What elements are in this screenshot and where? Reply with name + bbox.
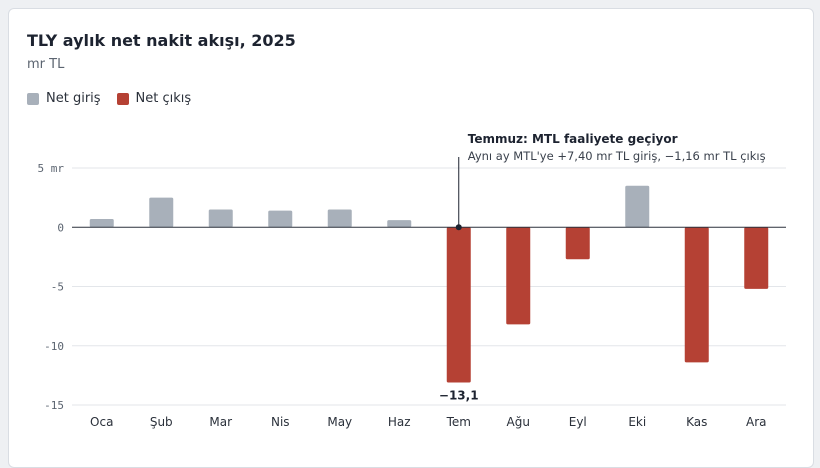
x-tick-label: Tem: [446, 415, 471, 429]
bar-chart: 5 mr 0 -5 -10 -15 Oca Şub Mar Nis May Haz Tem Ağu Eyl…: [38, 132, 786, 429]
chart-title: TLY aylık net nakit akışı, 2025: [27, 31, 296, 50]
annotation-marker: [455, 224, 462, 231]
legend-swatch-net-giris: [27, 92, 39, 105]
bar: [506, 227, 531, 325]
x-tick-label: Nis: [271, 415, 290, 429]
bar: [208, 209, 233, 228]
bar: [268, 210, 293, 228]
legend-item-net-cikis: Net çıkış: [116, 91, 192, 106]
x-tick-label: Eyl: [569, 415, 587, 429]
bar: [684, 227, 709, 363]
bar: [89, 218, 114, 228]
bar: [625, 185, 650, 228]
x-tick-label: Mar: [209, 415, 232, 429]
bar: [327, 209, 352, 228]
x-tick-label: Kas: [686, 415, 707, 429]
x-tick-label: Şub: [150, 415, 173, 429]
x-tick-label: May: [327, 415, 352, 429]
legend-item-net-giris: Net giriş: [27, 91, 101, 106]
bar: [565, 227, 590, 260]
bar: [446, 227, 471, 383]
x-tick-label: Ağu: [507, 415, 530, 429]
x-tick-label: Haz: [388, 415, 411, 429]
annotation-title: Temmuz: MTL faaliyete geçiyor: [468, 132, 678, 146]
y-tick-label: 0: [57, 221, 64, 234]
bar: [744, 227, 769, 289]
legend-label-net-cikis: Net çıkış: [135, 91, 192, 106]
data-label: −13,1: [439, 388, 479, 402]
legend-label-net-giris: Net giriş: [46, 91, 101, 106]
bar: [387, 220, 412, 228]
y-tick-label: -5: [51, 281, 64, 294]
x-tick-label: Eki: [628, 415, 646, 429]
chart-card: TLY aylık net nakit akışı, 2025 mr TL Ne…: [8, 8, 814, 468]
y-tick-label: 5 mr: [38, 162, 65, 175]
x-tick-label: Oca: [90, 415, 113, 429]
bar: [149, 197, 174, 228]
chart-subtitle: mr TL: [27, 57, 65, 72]
y-tick-label: -15: [44, 399, 64, 412]
y-tick-label: -10: [44, 340, 64, 353]
annotation-text: Aynı ay MTL'ye +7,40 mr TL giriş, −1,16 …: [468, 149, 766, 163]
legend: Net giriş Net çıkış: [27, 91, 207, 106]
legend-swatch-net-cikis: [116, 92, 129, 105]
x-tick-label: Ara: [746, 415, 767, 429]
